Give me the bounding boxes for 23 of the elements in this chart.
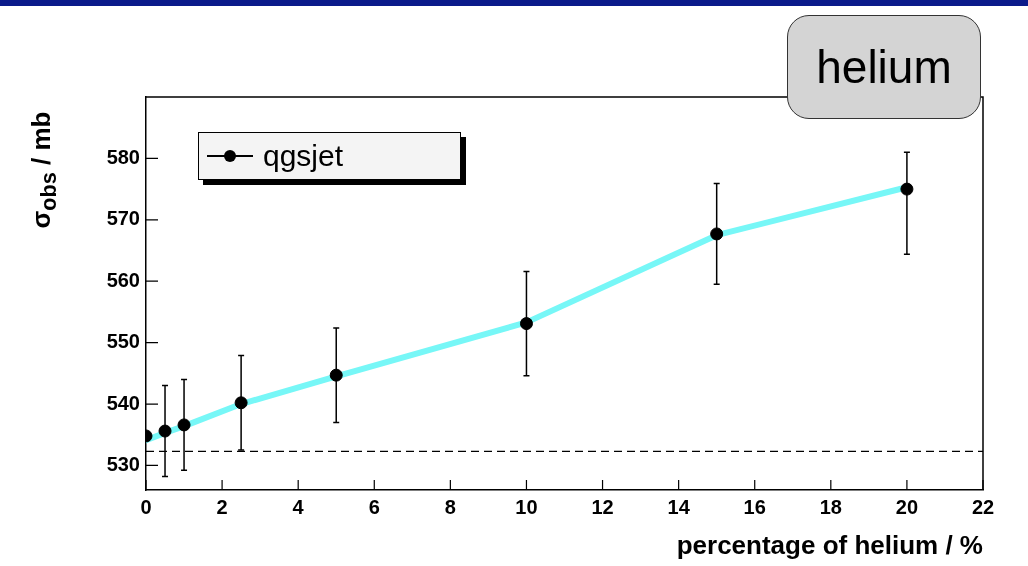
x-tick-label: 0 — [140, 495, 152, 518]
x-tick-label: 2 — [216, 495, 228, 518]
x-axis-title: percentage of helium / % — [676, 529, 983, 560]
x-tick-label: 10 — [515, 495, 538, 518]
y-tick-label: 560 — [106, 268, 140, 291]
x-tick-label: 8 — [444, 495, 456, 518]
legend-label: qgsjet — [263, 139, 344, 173]
y-tick-label: 530 — [106, 452, 140, 475]
y-tick-label: 570 — [106, 207, 140, 230]
chart-title: helium — [787, 15, 981, 119]
point — [710, 227, 724, 241]
x-tick-label: 20 — [895, 495, 919, 518]
x-tick-label: 16 — [743, 495, 766, 518]
x-tick-label: 6 — [368, 495, 380, 518]
y-tick-label: 550 — [106, 330, 140, 353]
y-tick-label: 580 — [106, 145, 140, 168]
x-tick-label: 14 — [667, 495, 691, 518]
point — [519, 317, 533, 331]
x-tick-label: 12 — [591, 495, 614, 518]
x-tick-label: 22 — [971, 495, 995, 518]
x-tick-label: 18 — [819, 495, 842, 518]
y-tick-label: 540 — [106, 391, 140, 414]
x-tick-label: 4 — [292, 495, 305, 518]
